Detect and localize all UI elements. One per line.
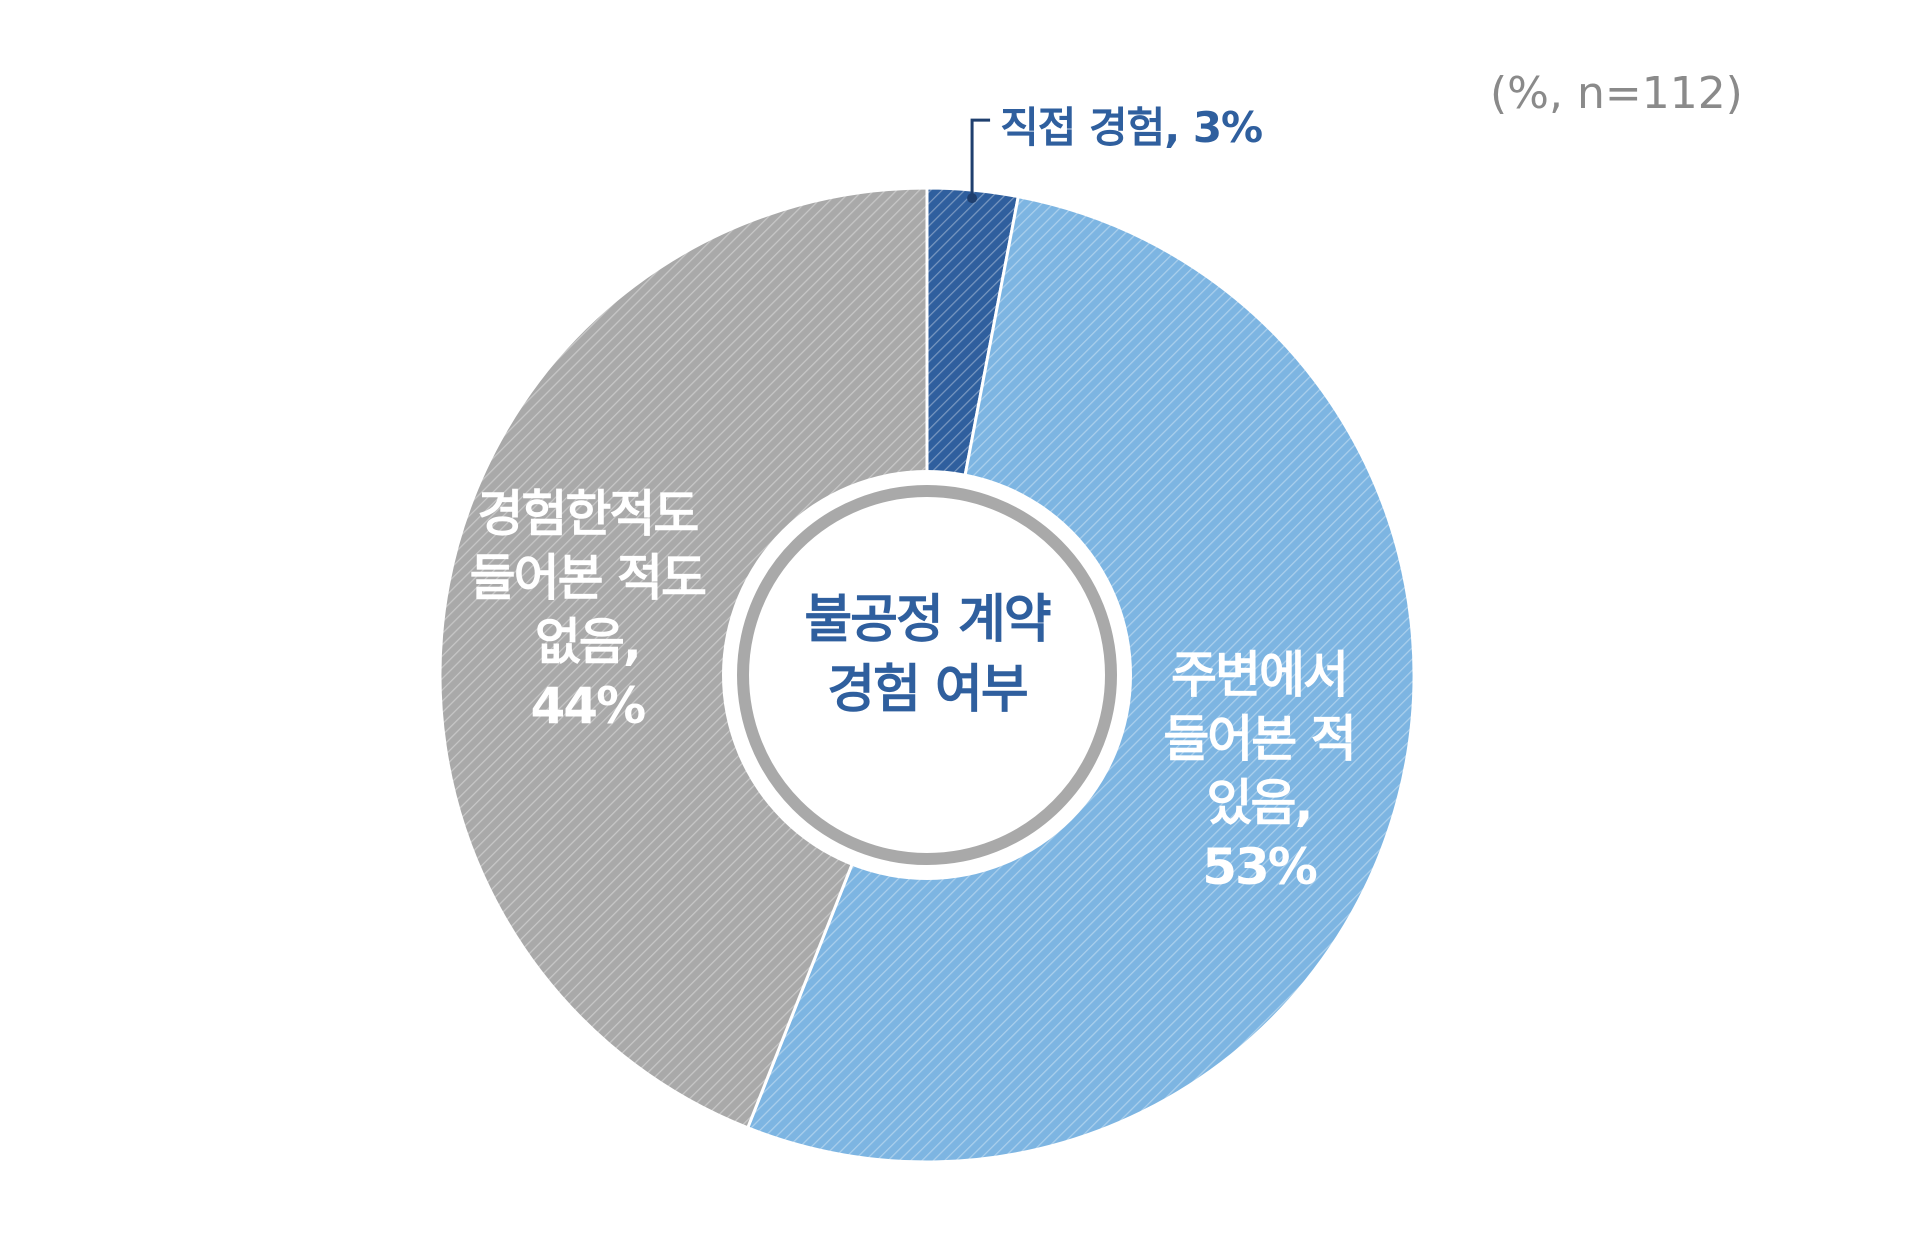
note: (%, n=112) [1490, 68, 1743, 119]
category-label: 경험한적도 들어본 적도 없음, [469, 485, 707, 672]
value-label: 44% [530, 677, 647, 736]
center-label: 불공정 계약 경험 여부 [804, 590, 1051, 720]
category-label: 직접 경험 [1000, 103, 1165, 153]
slice-label: 경험한적도 들어본 적도 없음, 44% [447, 482, 727, 738]
value-label: 3% [1192, 103, 1263, 153]
slice-label: 직접 경험, 3% [1000, 103, 1263, 153]
value-label: 53% [1202, 838, 1318, 897]
category-label: 주변에서 들어본 적 있음, [1163, 646, 1356, 833]
slice [438, 186, 929, 1130]
hole-ring [737, 485, 1117, 865]
leader-line [970, 118, 991, 199]
slice-label: 주변에서 들어본 적 있음, 53% [1119, 643, 1399, 899]
